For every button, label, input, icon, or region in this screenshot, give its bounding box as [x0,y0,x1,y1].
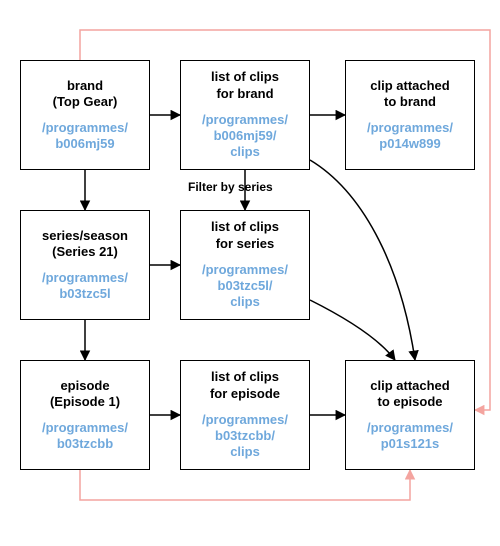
node-url: /programmes/ p01s121s [350,420,470,453]
node-seriesClips: list of clips for series/programmes/ b03… [180,210,310,320]
node-url: /programmes/ p014w899 [350,120,470,153]
node-series: series/season (Series 21) /programmes/ b0… [20,210,150,320]
node-episodeClip: clip attached to episode/programmes/ p01… [345,360,475,470]
node-title: brand (Top Gear) [25,78,145,111]
node-title: list of clips for episode [185,369,305,402]
node-url: /programmes/ b03tzcbb [25,420,145,453]
edge-label-3: Filter by series [188,180,273,194]
edge-8 [310,160,415,360]
edge-11 [80,470,410,500]
node-title: list of clips for series [185,219,305,252]
edge-9 [310,300,395,360]
node-title: episode (Episode 1) [25,378,145,411]
node-brandClips: list of clips for brand/programmes/ b006… [180,60,310,170]
node-url: /programmes/ b03tzc5l [25,270,145,303]
node-episode: episode (Episode 1) /programmes/ b03tzcbb [20,360,150,470]
node-url: /programmes/ b006mj59/ clips [185,112,305,161]
node-url: /programmes/ b006mj59 [25,120,145,153]
diagram-canvas: brand (Top Gear) /programmes/ b006mj59 lis… [0,0,500,546]
node-title: series/season (Series 21) [25,228,145,261]
node-brand: brand (Top Gear) /programmes/ b006mj59 [20,60,150,170]
node-title: clip attached to episode [350,378,470,411]
node-brandClip: clip attached to brand/programmes/ p014w… [345,60,475,170]
node-episodeClips: list of clips for episode/programmes/ b0… [180,360,310,470]
node-url: /programmes/ b03tzc5l/ clips [185,262,305,311]
node-title: list of clips for brand [185,69,305,102]
node-title: clip attached to brand [350,78,470,111]
node-url: /programmes/ b03tzcbb/ clips [185,412,305,461]
